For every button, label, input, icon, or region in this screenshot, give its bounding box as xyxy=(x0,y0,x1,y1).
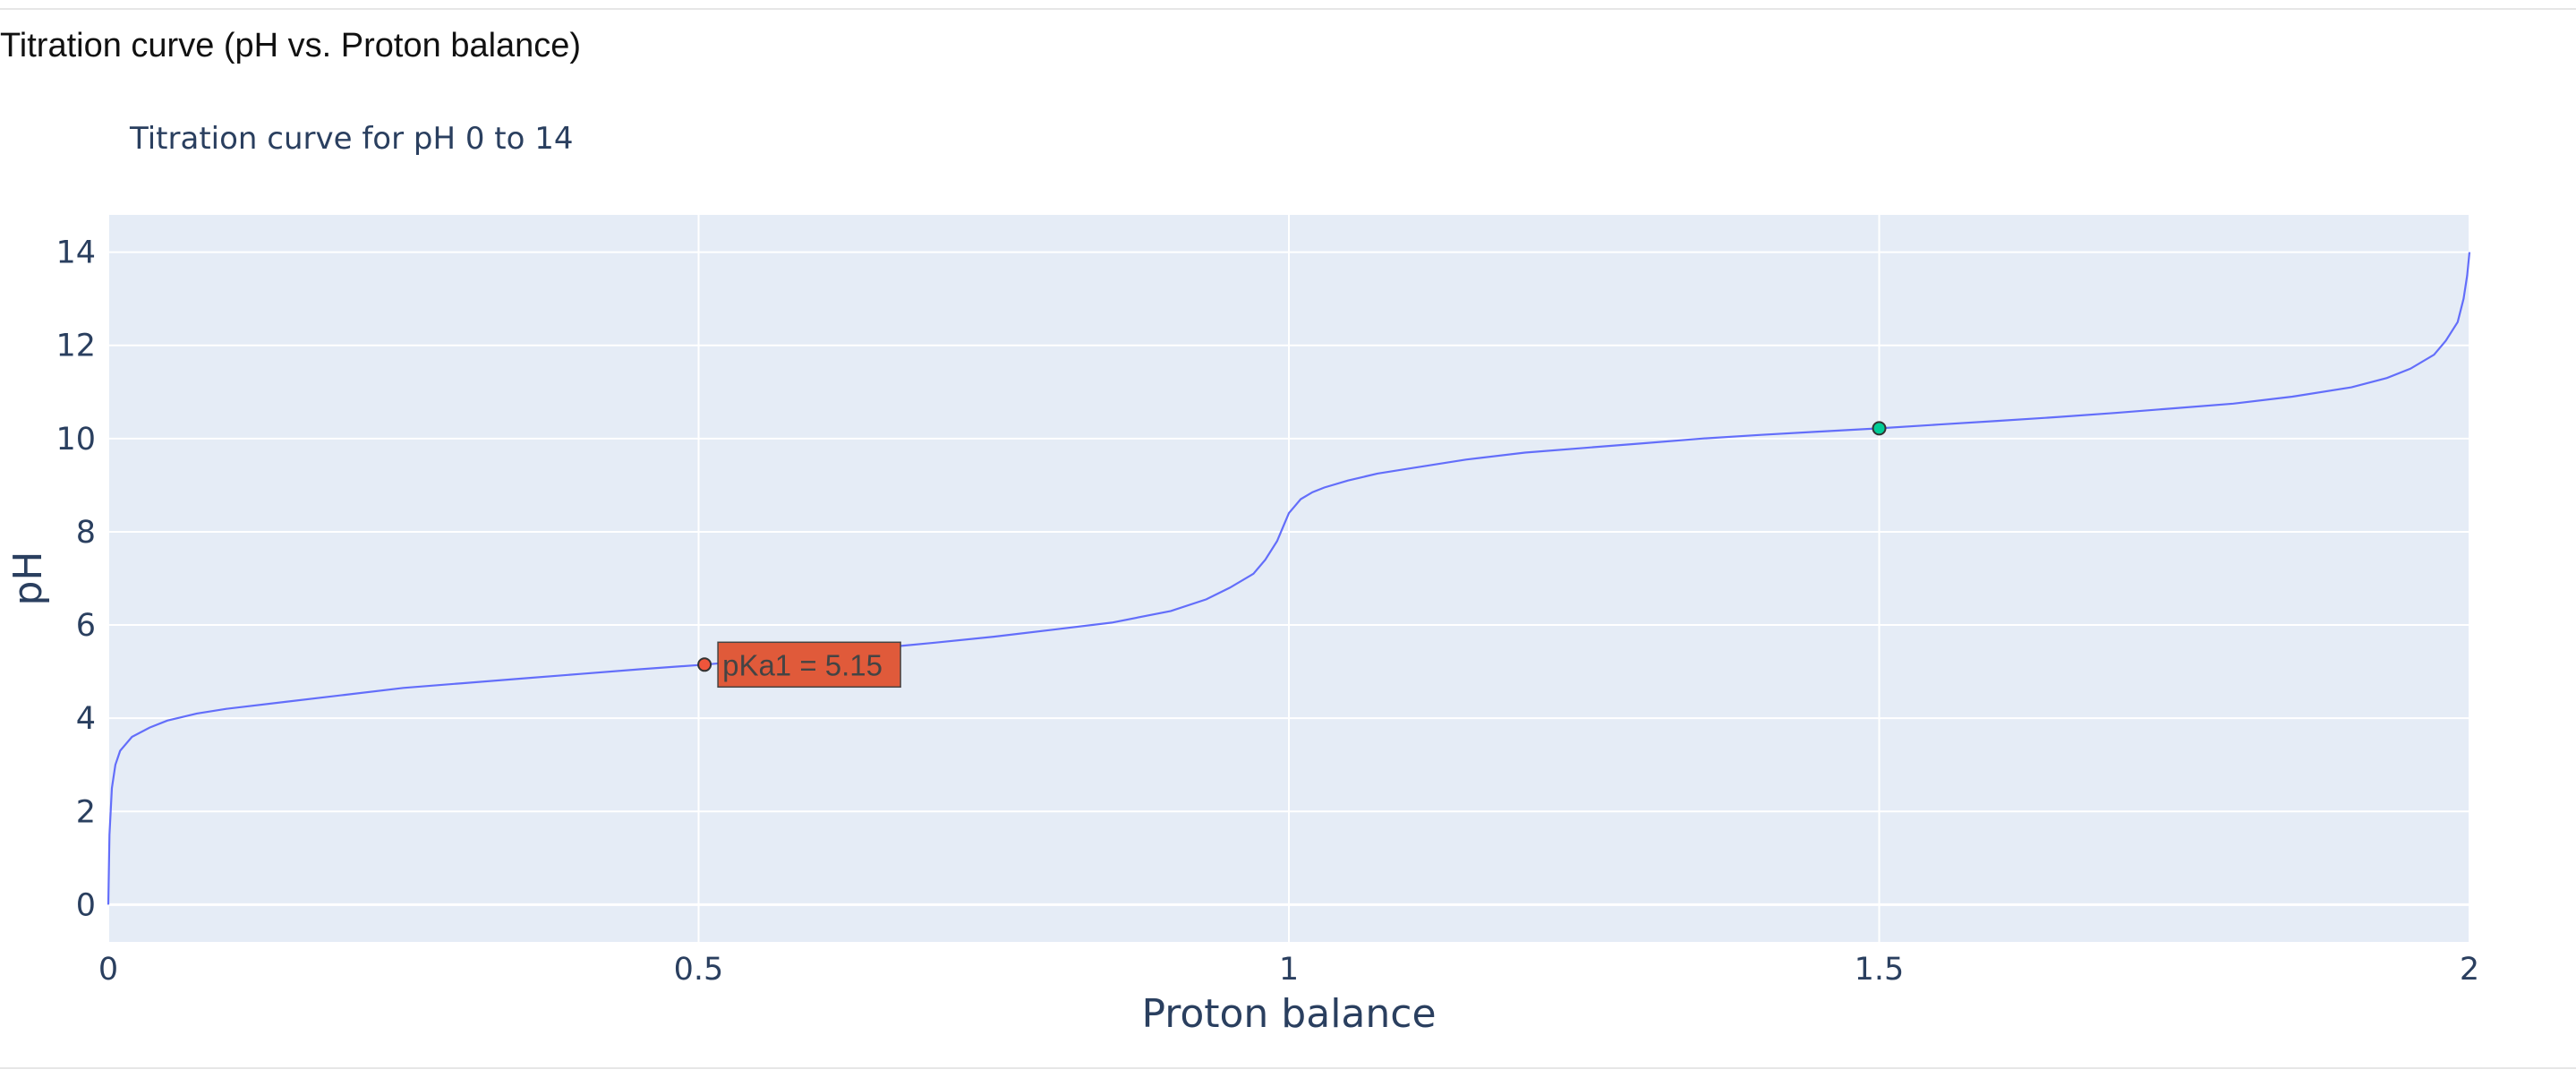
x-tick-label: 0.5 xyxy=(674,952,724,988)
bottom-divider xyxy=(0,1067,2576,1069)
section-title: Titration curve (pH vs. Proton balance) xyxy=(0,27,582,64)
y-tick-label: 6 xyxy=(76,608,96,644)
marker-pka2 xyxy=(1872,421,1887,436)
y-tick-label: 0 xyxy=(76,887,96,923)
x-tick-label: 2 xyxy=(2460,952,2479,988)
x-tick-label: 1 xyxy=(1279,952,1299,988)
x-tick-label: 1.5 xyxy=(1855,952,1905,988)
y-tick-label: 14 xyxy=(55,235,96,271)
y-tick-label: 12 xyxy=(55,329,96,364)
grid-lines xyxy=(107,215,2470,942)
annotations: pKa1 = 5.15 xyxy=(717,641,901,689)
titration-curve-line xyxy=(107,252,2471,905)
annotation-pka1: pKa1 = 5.15 xyxy=(717,641,901,689)
annotation-box xyxy=(717,641,901,689)
x-tick-label: 0 xyxy=(98,952,118,988)
y-tick-label: 8 xyxy=(76,515,96,551)
y-tick-label: 2 xyxy=(76,794,96,830)
y-axis-title: pH xyxy=(5,551,51,605)
chart-title: Titration curve for pH 0 to 14 xyxy=(129,121,573,157)
top-divider xyxy=(0,8,2576,10)
tick-labels: 0 0.5 1 1.5 2 0 2 4 6 8 10 12 14 xyxy=(55,235,2479,988)
y-tick-label: 10 xyxy=(55,422,96,458)
annotation-label: pKa1 = 5.15 xyxy=(722,648,883,681)
marker-pka1 xyxy=(697,657,712,672)
markers xyxy=(697,421,1887,672)
y-tick-label: 4 xyxy=(76,701,96,737)
x-axis-title: Proton balance xyxy=(1141,991,1436,1037)
